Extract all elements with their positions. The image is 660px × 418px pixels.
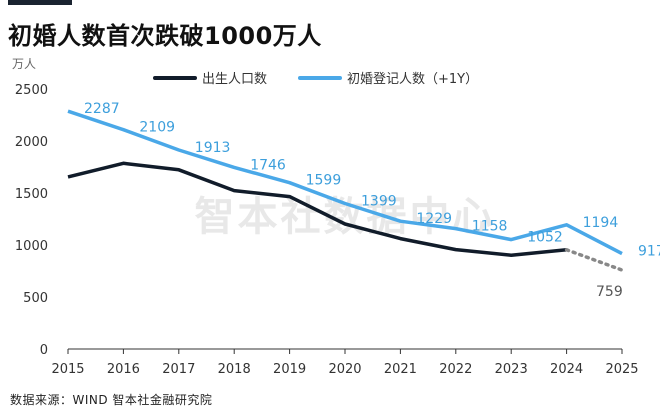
chart-lines bbox=[67, 109, 624, 272]
series-line-births bbox=[67, 161, 567, 257]
legend-label-marriages: 初婚登记人数（+1Y） bbox=[347, 72, 478, 87]
y-axis-unit: 万人 bbox=[12, 57, 36, 71]
series-line-marriages bbox=[67, 109, 623, 256]
x-tick-label: 2016 bbox=[107, 362, 140, 377]
data-label-marriages: 1158 bbox=[472, 219, 508, 235]
x-tick-label: 2023 bbox=[495, 362, 528, 377]
data-label-marriages: 2287 bbox=[84, 101, 120, 117]
y-tick-label: 2500 bbox=[15, 83, 48, 98]
data-label-marriages: 1229 bbox=[416, 211, 452, 227]
chart-data-labels: 2287 2109 1913 1746 1599 1399 1229 1158 1052 1194… bbox=[84, 101, 660, 300]
data-label-marriages: 1052 bbox=[527, 230, 563, 246]
x-tick-label: 2019 bbox=[273, 362, 306, 377]
x-tick-label: 2021 bbox=[384, 362, 417, 377]
data-label-marriages: 1913 bbox=[195, 140, 231, 156]
x-tick-label: 2018 bbox=[218, 362, 251, 377]
title-accent-bar bbox=[8, 0, 72, 5]
data-label-marriages: 1399 bbox=[361, 194, 397, 210]
y-tick-label: 2000 bbox=[15, 135, 48, 150]
projection-line-births bbox=[564, 248, 624, 272]
legend-label-births: 出生人口数 bbox=[202, 72, 267, 87]
data-label-marriages: 1599 bbox=[306, 173, 342, 189]
y-tick-label: 0 bbox=[40, 343, 48, 358]
data-label-marriages: 1194 bbox=[583, 215, 619, 231]
chart-axes: 万人 0 500 1000 1500 2000 2500 2015 2016 2017 2018 20… bbox=[12, 57, 639, 377]
y-tick-label: 1000 bbox=[15, 239, 48, 254]
x-tick-label: 2024 bbox=[550, 362, 583, 377]
x-tick-label: 2025 bbox=[605, 362, 638, 377]
data-label-marriages: 2109 bbox=[139, 120, 175, 136]
page-title: 初婚人数首次跌破1000万人 bbox=[8, 22, 322, 50]
chart-legend: 出生人口数 初婚登记人数（+1Y） bbox=[153, 72, 478, 87]
x-tick-label: 2022 bbox=[439, 362, 472, 377]
data-label-marriages: 1746 bbox=[250, 157, 286, 173]
y-tick-label: 1500 bbox=[15, 187, 48, 202]
x-tick-label: 2015 bbox=[51, 362, 84, 377]
x-tick-label: 2020 bbox=[328, 362, 361, 377]
y-tick-label: 500 bbox=[23, 291, 48, 306]
x-tick-label: 2017 bbox=[162, 362, 195, 377]
source-note: 数据来源：WIND 智本社金融研究院 bbox=[10, 393, 213, 407]
data-label-marriages: 917 bbox=[638, 244, 660, 260]
data-label-projection: 759 bbox=[596, 284, 623, 300]
